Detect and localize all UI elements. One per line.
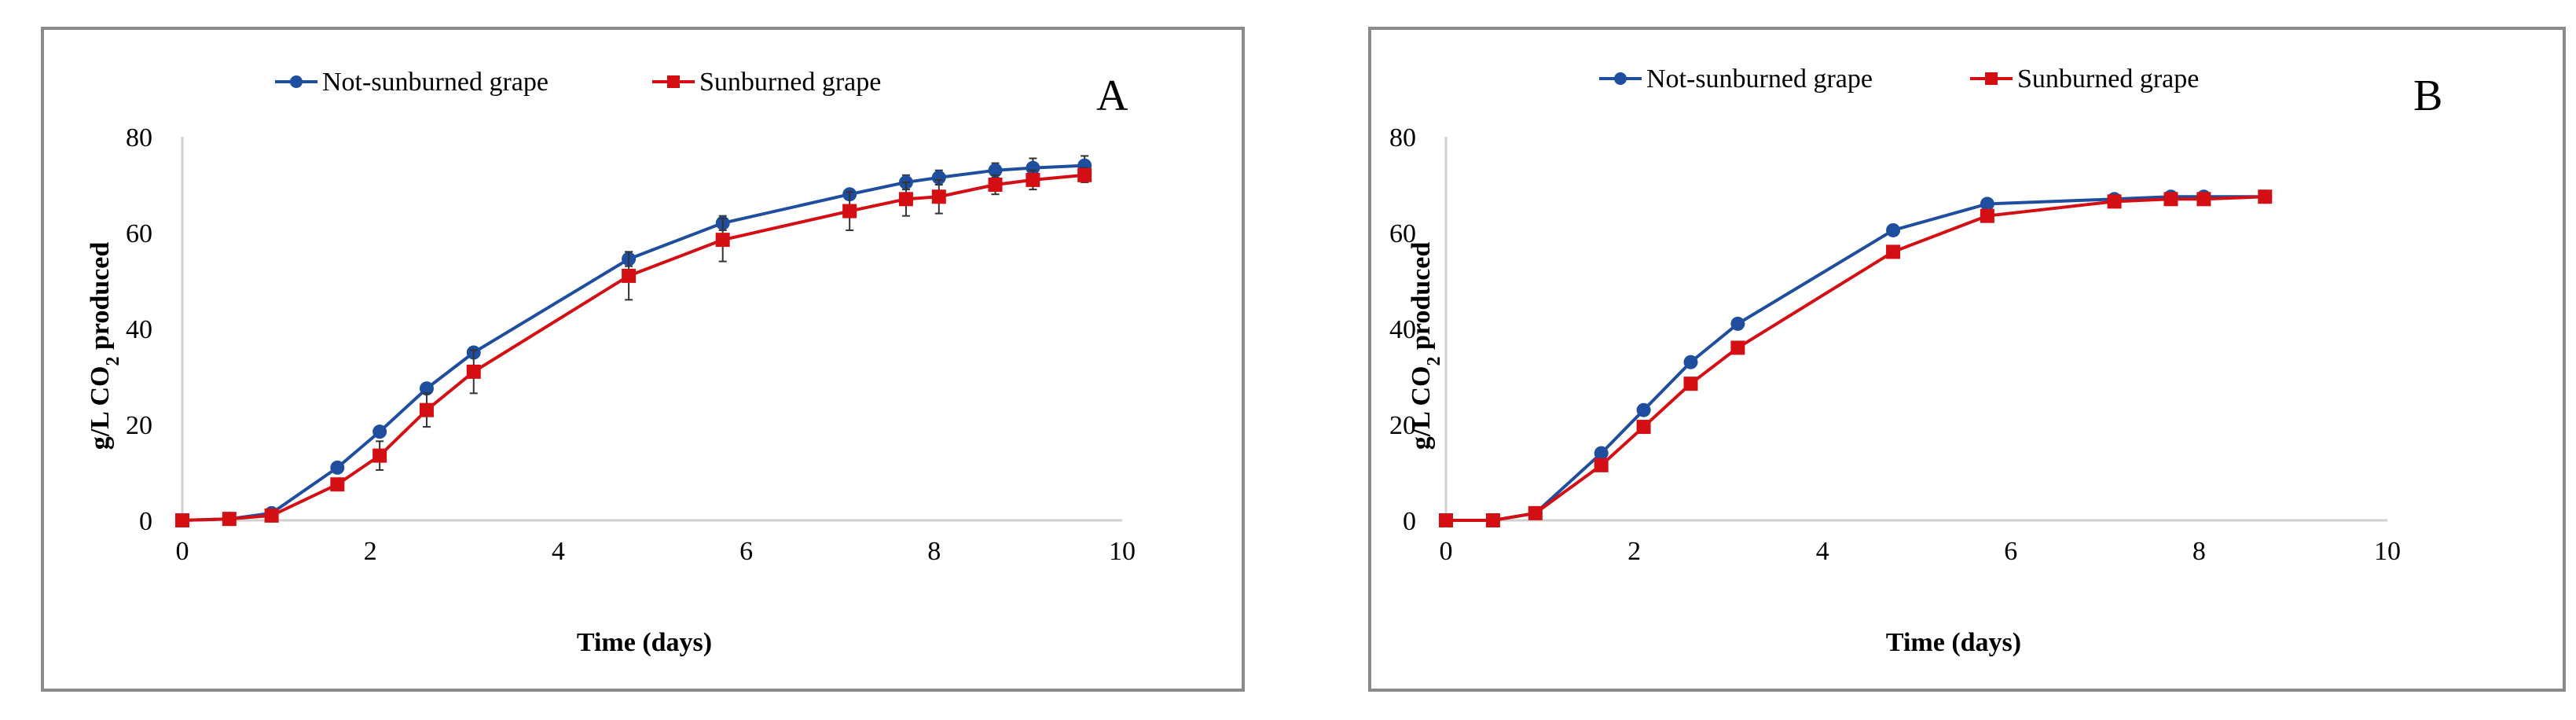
data-point-sunburned <box>931 189 946 204</box>
x-tick-label: 6 <box>739 537 753 566</box>
chart-b-frame <box>1368 27 2566 692</box>
data-point-sunburned <box>175 513 189 527</box>
data-point-not-sunburned <box>372 424 387 439</box>
y-tick-label: 0 <box>139 507 152 536</box>
data-point-sunburned <box>1980 208 1994 223</box>
chart-a-svg: Not-sunburned grape Sunburned grape A 0 2… <box>41 27 1245 692</box>
y-axis-title-subscript: 2 <box>1424 357 1444 366</box>
data-point-sunburned <box>1730 340 1745 355</box>
x-tick-label: 0 <box>176 537 189 566</box>
data-point-sunburned <box>264 508 279 523</box>
legend-marker-not-sunburned <box>1614 72 1627 85</box>
x-tick-label: 10 <box>1109 537 1136 566</box>
x-tick-label: 0 <box>1440 537 1453 566</box>
data-point-not-sunburned <box>1026 160 1040 175</box>
data-point-sunburned <box>2258 189 2273 204</box>
y-axis-title-tail: produced <box>1407 242 1436 357</box>
y-tick-label: 80 <box>1389 123 1416 152</box>
data-point-sunburned <box>1077 167 1092 182</box>
y-tick-label: 20 <box>1389 411 1416 440</box>
legend-label-not-sunburned: Not-sunburned grape <box>322 68 549 97</box>
data-point-sunburned <box>1683 377 1698 391</box>
x-tick-label: 10 <box>2374 537 2401 566</box>
x-tick-label: 6 <box>2004 537 2017 566</box>
y-tick-label: 20 <box>126 411 152 440</box>
data-point-sunburned <box>2196 192 2211 207</box>
y-tick-label: 0 <box>1403 507 1416 536</box>
data-point-not-sunburned <box>1683 354 1698 369</box>
data-point-not-sunburned <box>1886 222 1901 237</box>
x-tick-label: 4 <box>1816 537 1829 566</box>
y-axis-title: g/L CO2 produced <box>86 242 123 450</box>
x-tick-label: 8 <box>2193 537 2206 566</box>
data-point-sunburned <box>1485 513 1500 527</box>
x-axis-title: Time (days) <box>1886 628 2021 657</box>
chart-panel-b: Not-sunburned grape Sunburned grape B 0 2… <box>1288 0 2576 720</box>
data-point-not-sunburned <box>330 460 345 475</box>
y-axis-title-main: g/L CO <box>1407 366 1436 450</box>
legend-marker-sunburned <box>1985 72 1998 85</box>
legend-label-not-sunburned: Not-sunburned grape <box>1646 64 1873 94</box>
data-point-sunburned <box>842 204 857 219</box>
y-axis-title: g/L CO2 produced <box>1407 242 1444 450</box>
panel-label-b: B <box>2413 72 2442 120</box>
data-point-sunburned <box>1636 420 1651 435</box>
y-tick-label: 40 <box>1389 315 1416 344</box>
data-point-sunburned <box>715 233 730 248</box>
y-tick-label: 40 <box>126 315 152 344</box>
x-tick-label: 2 <box>364 537 377 566</box>
x-tick-label: 2 <box>1627 537 1641 566</box>
y-axis-title-tail: produced <box>86 242 115 357</box>
y-tick-label: 60 <box>126 219 152 248</box>
data-point-sunburned <box>1528 505 1543 520</box>
y-axis-title-main: g/L CO <box>86 366 115 450</box>
data-point-not-sunburned <box>419 381 434 396</box>
legend-label-sunburned: Sunburned grape <box>699 68 881 97</box>
data-point-sunburned <box>1439 513 1453 527</box>
chart-b-svg: Not-sunburned grape Sunburned grape B 0 2… <box>1368 27 2566 692</box>
data-point-sunburned <box>1594 457 1609 472</box>
x-axis-title: Time (days) <box>577 628 712 657</box>
data-point-not-sunburned <box>1980 197 1994 211</box>
data-point-not-sunburned <box>1594 446 1609 461</box>
data-point-sunburned <box>988 178 1003 192</box>
panel-label-a: A <box>1096 72 1128 120</box>
data-point-sunburned <box>622 268 637 283</box>
chart-b-legend: Not-sunburned grape Sunburned grape <box>1599 64 2199 94</box>
chart-a-frame <box>41 27 1245 692</box>
data-point-not-sunburned <box>1730 316 1745 331</box>
data-point-sunburned <box>1886 244 1901 259</box>
x-tick-label: 4 <box>552 537 565 566</box>
data-point-sunburned <box>2107 194 2122 209</box>
chart-b-ticks: 0 2 4 6 8 10 0 20 40 60 80 <box>1389 123 2401 566</box>
chart-a-axes <box>181 137 1122 522</box>
chart-b-axes <box>1444 137 2387 522</box>
data-point-sunburned <box>898 192 913 207</box>
chart-a-legend: Not-sunburned grape Sunburned grape <box>275 68 881 97</box>
data-point-sunburned <box>330 477 345 492</box>
legend-marker-sunburned <box>667 75 680 88</box>
data-point-not-sunburned <box>988 163 1003 178</box>
chart-a-ticks: 0 2 4 6 8 10 0 20 40 60 80 <box>126 123 1136 566</box>
chart-panel-a: Not-sunburned grape Sunburned grape A 0 2… <box>41 27 1245 692</box>
data-point-sunburned <box>466 364 481 379</box>
legend-marker-not-sunburned <box>290 75 303 88</box>
data-point-sunburned <box>222 512 237 527</box>
y-tick-label: 60 <box>1389 219 1416 248</box>
x-tick-label: 8 <box>927 537 941 566</box>
data-point-sunburned <box>419 402 434 417</box>
data-point-sunburned <box>372 448 387 463</box>
chart-a-plot <box>175 155 1092 527</box>
data-point-sunburned <box>1026 172 1040 187</box>
legend-label-sunburned: Sunburned grape <box>2017 64 2199 94</box>
data-point-sunburned <box>2163 192 2178 207</box>
data-point-not-sunburned <box>931 170 946 185</box>
chart-b-plot <box>1439 189 2273 527</box>
y-axis-title-subscript: 2 <box>103 357 123 366</box>
y-tick-label: 80 <box>126 123 152 152</box>
data-point-not-sunburned <box>1636 402 1651 417</box>
